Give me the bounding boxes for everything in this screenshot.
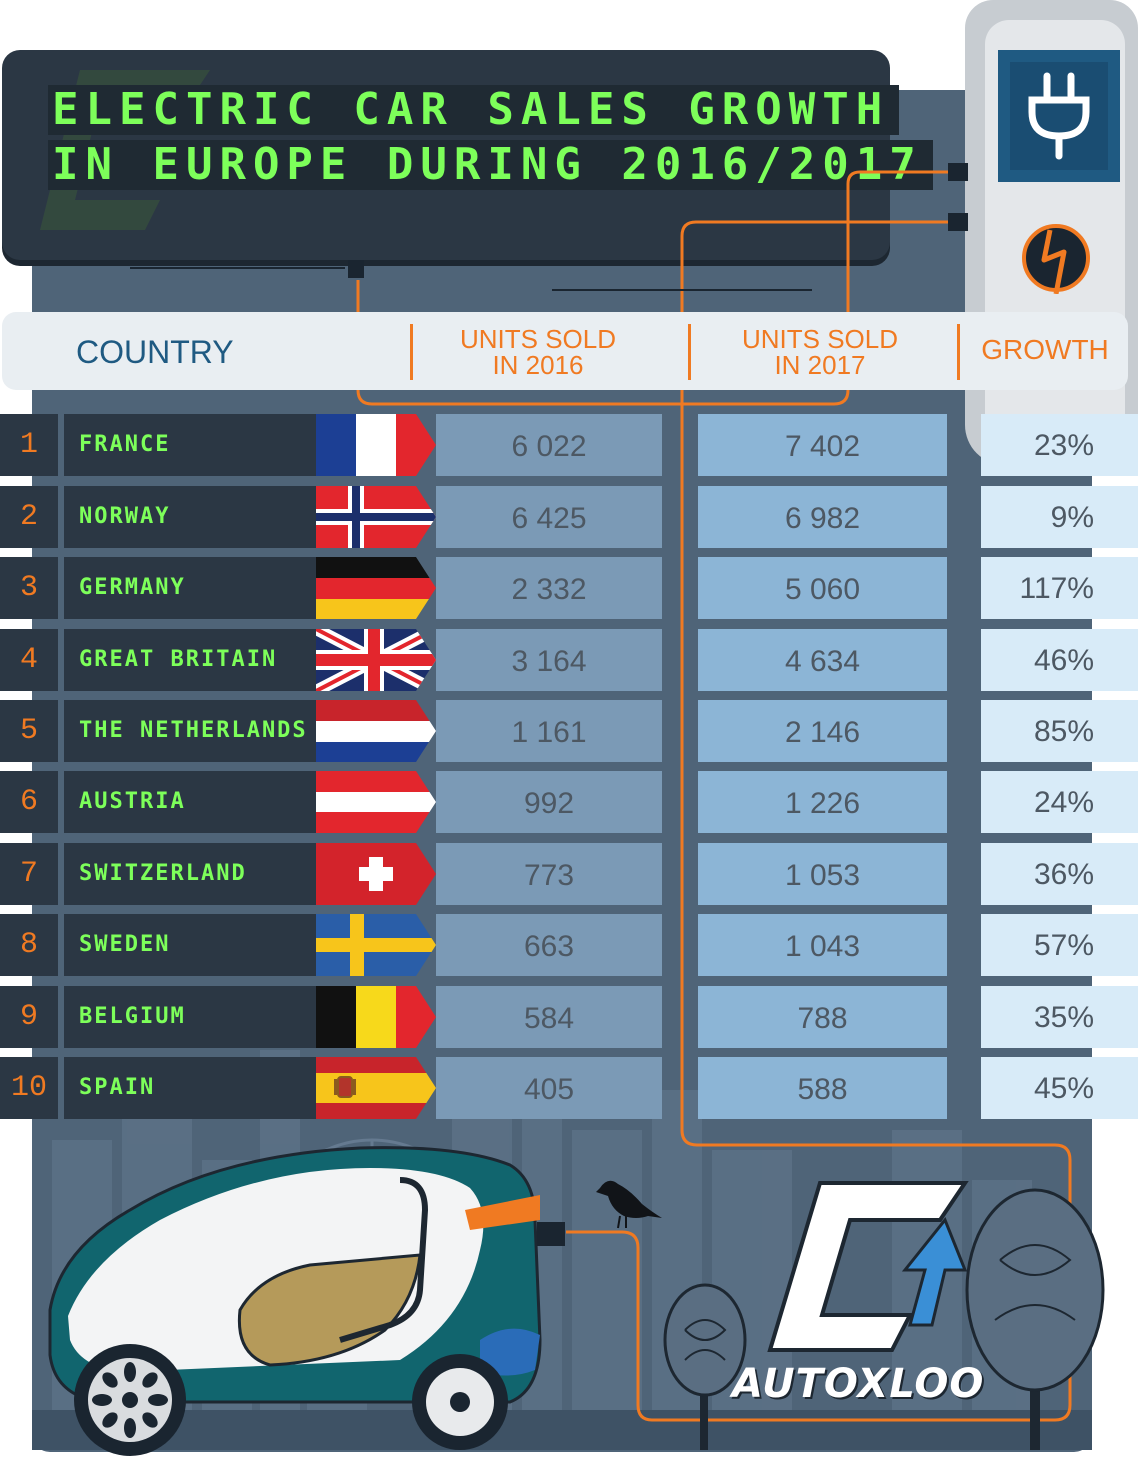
growth-cell: 57% [981,914,1138,976]
tree-illustration [965,1188,1105,1450]
table-row: 10 SPAIN 405 588 45% [0,1057,1140,1119]
rank-number: 4 [0,629,58,691]
charger-socket-top [948,163,968,181]
france-flag [316,414,436,476]
growth-cell: 23% [981,414,1138,476]
growth-cell: 46% [981,629,1138,691]
units-2017-cell: 6 982 [698,486,947,548]
rank-number: 2 [0,486,58,548]
units-2016-cell: 584 [436,986,662,1048]
units-2017-cell: 1 226 [698,771,947,833]
table-row: 5 THE NETHERLANDS 1 161 2 146 85% [0,700,1140,762]
brand-name: AUTOXLOO [732,1361,985,1407]
table-row: 8 SWEDEN 663 1 043 57% [0,914,1140,976]
header-units-2016: UNITS SOLD IN 2016 [459,324,617,380]
table-row: 9 BELGIUM 584 788 35% [0,986,1140,1048]
units-2016-cell: 1 161 [436,700,662,762]
country-name: GREAT BRITAIN [64,629,316,691]
spain-flag [316,1057,436,1119]
header-units-2017: UNITS SOLD IN 2017 [741,324,899,380]
header-divider [688,324,691,380]
plug-panel-inner [1010,62,1108,170]
title-line-2: IN EUROPE DURING 2016/2017 [48,140,933,190]
units-2017-cell: 5 060 [698,557,947,619]
country-name: NORWAY [64,486,316,548]
table-row: 3 GERMANY 2 332 5 060 117% [0,557,1140,619]
country-name: AUSTRIA [64,771,316,833]
table-header [2,312,1128,390]
header-divider [410,324,413,380]
netherlands-flag [316,700,436,762]
growth-cell: 35% [981,986,1138,1048]
table-row: 7 SWITZERLAND 773 1 053 36% [0,843,1140,905]
units-2017-cell: 2 146 [698,700,947,762]
header-country: COUNTRY [76,334,234,370]
units-2016-cell: 773 [436,843,662,905]
units-2017-cell: 7 402 [698,414,947,476]
belgium-flag [316,986,436,1048]
growth-cell: 24% [981,771,1138,833]
germany-flag [316,557,436,619]
units-2016-cell: 2 332 [436,557,662,619]
units-2016-cell: 6 425 [436,486,662,548]
table-row: 2 NORWAY 6 425 6 982 9% [0,486,1140,548]
units-2017-cell: 1 043 [698,914,947,976]
plug-icon [1028,72,1090,160]
country-name: SPAIN [64,1057,316,1119]
units-2016-cell: 3 164 [436,629,662,691]
units-2016-cell: 6 022 [436,414,662,476]
header-growth: GROWTH [981,334,1109,365]
autoxloo-logo [767,1181,969,1352]
tree-illustration [663,1283,747,1450]
charger-socket-bottom [948,213,968,231]
rank-number: 7 [0,843,58,905]
growth-cell: 117% [981,557,1138,619]
units-2016-cell: 405 [436,1057,662,1119]
norway-flag [316,486,436,548]
growth-cell: 36% [981,843,1138,905]
country-name: GERMANY [64,557,316,619]
growth-cell: 85% [981,700,1138,762]
units-2017-cell: 588 [698,1057,947,1119]
growth-cell: 9% [981,486,1138,548]
uk-flag [316,629,436,691]
table-row: 6 AUSTRIA 992 1 226 24% [0,771,1140,833]
growth-cell: 45% [981,1057,1138,1119]
units-2017-cell: 788 [698,986,947,1048]
rank-number: 10 [0,1057,58,1119]
rank-number: 6 [0,771,58,833]
title-line-1: ELECTRIC CAR SALES GROWTH [48,85,900,135]
rank-number: 3 [0,557,58,619]
raven-illustration [596,1180,662,1229]
sweden-flag [316,914,436,976]
country-name: THE NETHERLANDS [64,700,316,762]
country-name: SWEDEN [64,914,316,976]
austria-flag [316,771,436,833]
rank-number: 9 [0,986,58,1048]
country-name: SWITZERLAND [64,843,316,905]
units-2016-cell: 663 [436,914,662,976]
table-row: 1 FRANCE 6 022 7 402 23% [0,414,1140,476]
electric-car-illustration [48,1146,565,1456]
rank-number: 1 [0,414,58,476]
rank-number: 8 [0,914,58,976]
units-2017-cell: 1 053 [698,843,947,905]
country-name: BELGIUM [64,986,316,1048]
units-2017-cell: 4 634 [698,629,947,691]
table-row: 4 GREAT BRITAIN 3 164 4 634 46% [0,629,1140,691]
header-divider [957,324,960,380]
units-2016-cell: 992 [436,771,662,833]
lightning-bolt-icon [1022,224,1090,294]
rank-number: 5 [0,700,58,762]
switzerland-flag [316,843,436,905]
country-name: FRANCE [64,414,316,476]
